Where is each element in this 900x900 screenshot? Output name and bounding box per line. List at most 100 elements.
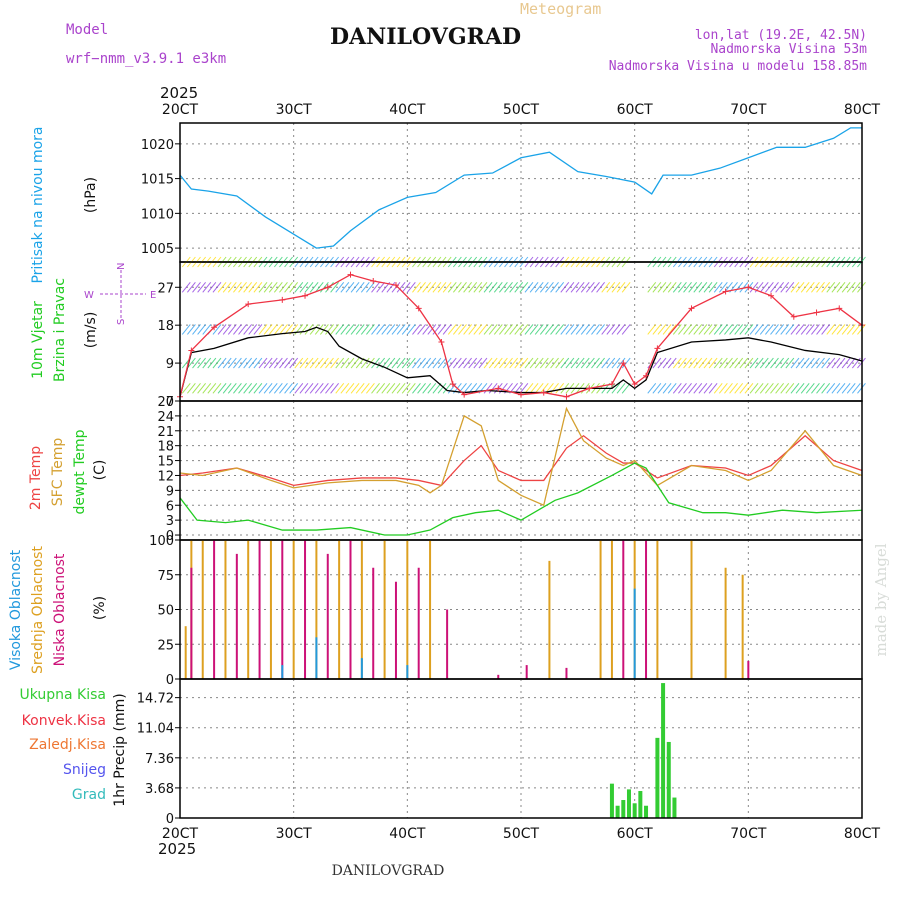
wind-barb	[826, 281, 836, 293]
model-label: Model	[66, 22, 108, 38]
wind-barb	[248, 357, 258, 369]
wind-barb	[816, 324, 825, 335]
wind-barb	[795, 281, 805, 293]
wind-barb	[846, 357, 856, 369]
wind-barb	[718, 357, 728, 369]
wind-barb	[488, 324, 498, 335]
wind-barb	[846, 383, 856, 394]
wind-barb	[273, 357, 283, 369]
wind-barb	[805, 281, 815, 293]
wind-barb	[529, 357, 539, 369]
wind-barb	[841, 324, 851, 335]
wind-barb	[785, 383, 795, 394]
wind-barb	[621, 383, 631, 394]
wind-barb	[263, 357, 273, 369]
cloud-ylabel-high: Visoka Oblacnost	[8, 549, 24, 670]
wind-barb	[545, 281, 554, 293]
wind-barb	[770, 383, 779, 394]
wind-barb	[463, 357, 472, 369]
wind-barb	[243, 324, 253, 335]
wind-barb	[401, 383, 411, 394]
wind-barb	[207, 281, 217, 293]
wind-barb	[698, 324, 708, 335]
wind-barb	[391, 383, 401, 394]
wind-barb	[565, 357, 575, 369]
xtick-label-top: 20CT	[162, 102, 199, 118]
wind-barb	[319, 281, 329, 293]
wind-barb	[422, 281, 432, 293]
wind-barb	[386, 357, 396, 369]
wind-barb	[570, 281, 580, 293]
wind-barb	[417, 281, 426, 293]
wind-barb	[611, 324, 621, 335]
wind-barb	[764, 324, 774, 335]
temp-ylabel-dewpt: dewpt Temp	[72, 429, 88, 514]
precip-bar	[615, 805, 620, 818]
wind-barb	[596, 324, 605, 335]
wind-barb	[667, 281, 677, 293]
panel-frame	[179, 678, 863, 819]
wind-barb	[693, 357, 703, 369]
wind-barb	[227, 281, 237, 293]
wind-barb	[775, 324, 785, 335]
wind-barb	[233, 324, 242, 335]
wind-barb	[417, 324, 426, 335]
wind-barb	[447, 357, 457, 369]
wind-barb	[483, 383, 493, 394]
wind-barb	[601, 324, 611, 335]
wind-barb	[805, 357, 815, 369]
wind-barb	[795, 357, 805, 369]
wind-barb	[478, 281, 488, 293]
wind-barb	[396, 357, 406, 369]
ytick-label: 18	[157, 440, 174, 455]
wind-barb	[412, 281, 421, 293]
gust-marker	[722, 288, 729, 295]
wind-barb	[238, 383, 247, 394]
wind-barb	[662, 324, 672, 335]
wind-barb	[688, 383, 698, 394]
wind-barb	[529, 383, 539, 394]
plot-layer: 1005101010151020091827036912151821242702…	[137, 102, 881, 842]
gust-marker	[608, 381, 615, 388]
wind-barb	[233, 383, 242, 394]
wind-barb	[412, 324, 421, 335]
wind-barb	[222, 324, 232, 335]
wind-barb	[647, 383, 657, 394]
wind-barb	[652, 357, 662, 369]
wind-barb	[314, 324, 324, 335]
wind-barb	[273, 281, 283, 293]
wind-barb	[289, 357, 299, 369]
lonlat-text: lon,lat (19.2E, 42.5N)	[695, 28, 867, 43]
wind-barb	[335, 324, 345, 335]
wind-barb	[314, 281, 324, 293]
gust-marker	[347, 271, 354, 278]
gust-marker	[449, 381, 456, 388]
xtick-label-top: 40CT	[389, 102, 426, 118]
wind-barb	[545, 324, 554, 335]
wind-barb	[366, 324, 375, 335]
wind-barb	[396, 383, 406, 394]
wind-barb	[734, 383, 744, 394]
wind-barb	[688, 281, 698, 293]
wind-barb	[718, 281, 728, 293]
ytick-label: 3.68	[145, 782, 174, 797]
wind-barb	[366, 383, 375, 394]
wind-barb	[754, 357, 764, 369]
wind-barb	[452, 324, 462, 335]
wind-barb	[744, 357, 754, 369]
ytick-label: 18	[157, 319, 174, 334]
wind-barb	[335, 383, 345, 394]
wind-barb	[325, 357, 334, 369]
wind-barb	[713, 324, 723, 335]
wind-barb	[202, 324, 212, 335]
wind-barb	[826, 357, 836, 369]
wind-barb	[611, 383, 621, 394]
gust-marker	[415, 305, 422, 312]
wind-barb	[539, 357, 549, 369]
ytick-label: 50	[157, 604, 174, 619]
wind-barb	[371, 357, 380, 369]
wind-barb	[442, 383, 452, 394]
wind-barb	[846, 324, 856, 335]
wind-barb	[800, 281, 810, 293]
wind-barb	[555, 357, 565, 369]
